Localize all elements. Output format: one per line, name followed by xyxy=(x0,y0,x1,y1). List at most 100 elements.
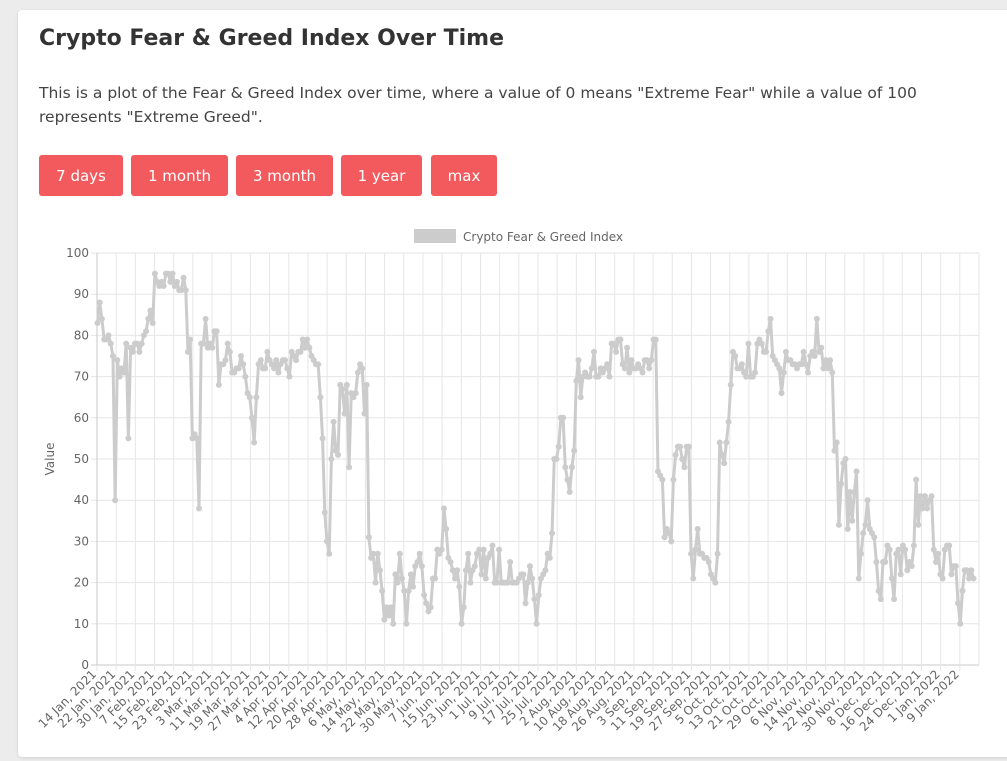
data-point xyxy=(610,340,617,347)
data-point xyxy=(718,451,725,458)
data-point xyxy=(966,575,973,582)
data-point xyxy=(526,563,533,570)
data-point xyxy=(577,394,584,401)
data-point xyxy=(242,373,249,380)
data-point xyxy=(251,439,258,446)
data-point xyxy=(820,365,827,372)
data-point xyxy=(963,567,970,574)
data-point xyxy=(606,373,613,380)
data-point xyxy=(588,365,595,372)
data-point xyxy=(354,369,361,376)
data-point xyxy=(853,468,860,475)
data-point xyxy=(575,357,582,364)
data-point xyxy=(860,530,867,537)
data-point xyxy=(456,583,463,590)
data-point xyxy=(180,274,187,281)
data-point xyxy=(939,575,946,582)
data-point xyxy=(105,332,112,339)
y-tick-label: 10 xyxy=(74,617,89,631)
data-point xyxy=(363,381,370,388)
data-point xyxy=(767,315,774,322)
data-point xyxy=(184,348,191,355)
data-point xyxy=(286,373,293,380)
data-point xyxy=(851,488,858,495)
data-point xyxy=(123,340,130,347)
y-tick-label: 60 xyxy=(74,411,89,425)
data-point xyxy=(522,600,529,607)
range-button-7-days[interactable]: 7 days xyxy=(39,155,123,196)
data-point xyxy=(732,353,739,359)
data-point xyxy=(262,365,269,372)
range-button-1-month[interactable]: 1 month xyxy=(131,155,228,196)
data-point xyxy=(306,344,313,351)
data-point xyxy=(403,620,410,627)
data-point xyxy=(414,559,421,565)
data-point xyxy=(381,616,388,623)
data-point xyxy=(226,348,233,355)
data-point xyxy=(224,340,231,347)
data-point xyxy=(116,373,123,380)
range-button-1-year[interactable]: 1 year xyxy=(341,155,422,196)
data-point xyxy=(438,546,445,553)
data-point xyxy=(535,591,542,598)
data-point xyxy=(566,488,573,495)
data-point xyxy=(838,480,845,487)
data-point xyxy=(955,600,962,607)
data-point xyxy=(800,348,807,355)
data-point xyxy=(661,534,668,541)
data-point xyxy=(487,550,494,557)
data-point xyxy=(293,357,300,364)
data-point xyxy=(478,571,485,578)
data-point xyxy=(586,373,593,380)
data-point xyxy=(145,315,152,322)
data-point xyxy=(129,348,136,355)
data-point xyxy=(782,348,789,355)
data-point xyxy=(549,530,556,537)
data-point xyxy=(813,315,820,322)
y-tick-label: 80 xyxy=(74,328,89,342)
data-point xyxy=(458,620,465,627)
data-point xyxy=(798,361,805,368)
data-point xyxy=(471,563,478,570)
data-point xyxy=(824,365,831,372)
data-point xyxy=(317,394,324,401)
data-point xyxy=(957,620,964,627)
data-point xyxy=(888,575,895,582)
data-point xyxy=(385,612,392,619)
data-point xyxy=(407,571,414,578)
data-point xyxy=(143,328,150,335)
data-point xyxy=(167,278,174,285)
data-point xyxy=(835,521,842,528)
data-point xyxy=(571,447,578,454)
data-point xyxy=(399,575,405,582)
data-point xyxy=(460,604,467,611)
data-point xyxy=(169,270,176,277)
data-point xyxy=(652,336,659,343)
data-point xyxy=(147,307,154,314)
range-button-3-month[interactable]: 3 month xyxy=(236,155,333,196)
data-point xyxy=(173,278,180,285)
data-point xyxy=(875,587,882,594)
data-point xyxy=(882,559,889,565)
data-point xyxy=(833,439,840,446)
data-point xyxy=(304,336,311,343)
data-point xyxy=(921,493,928,500)
range-button-max[interactable]: max xyxy=(431,155,497,196)
data-point xyxy=(418,563,425,570)
data-point xyxy=(688,550,695,557)
data-point xyxy=(763,348,770,355)
data-point xyxy=(626,369,633,376)
data-point xyxy=(529,575,536,582)
data-point xyxy=(352,390,359,397)
data-point xyxy=(96,299,103,306)
y-tick-label: 0 xyxy=(81,658,89,672)
data-point xyxy=(752,369,759,376)
data-point xyxy=(590,348,597,355)
data-point xyxy=(908,563,915,570)
data-point xyxy=(330,418,337,425)
data-point xyxy=(372,579,379,586)
content-card: Crypto Fear & Greed Index Over Time This… xyxy=(18,10,1007,757)
y-tick-label: 90 xyxy=(74,287,89,301)
data-point xyxy=(321,509,328,516)
data-point xyxy=(871,534,878,541)
